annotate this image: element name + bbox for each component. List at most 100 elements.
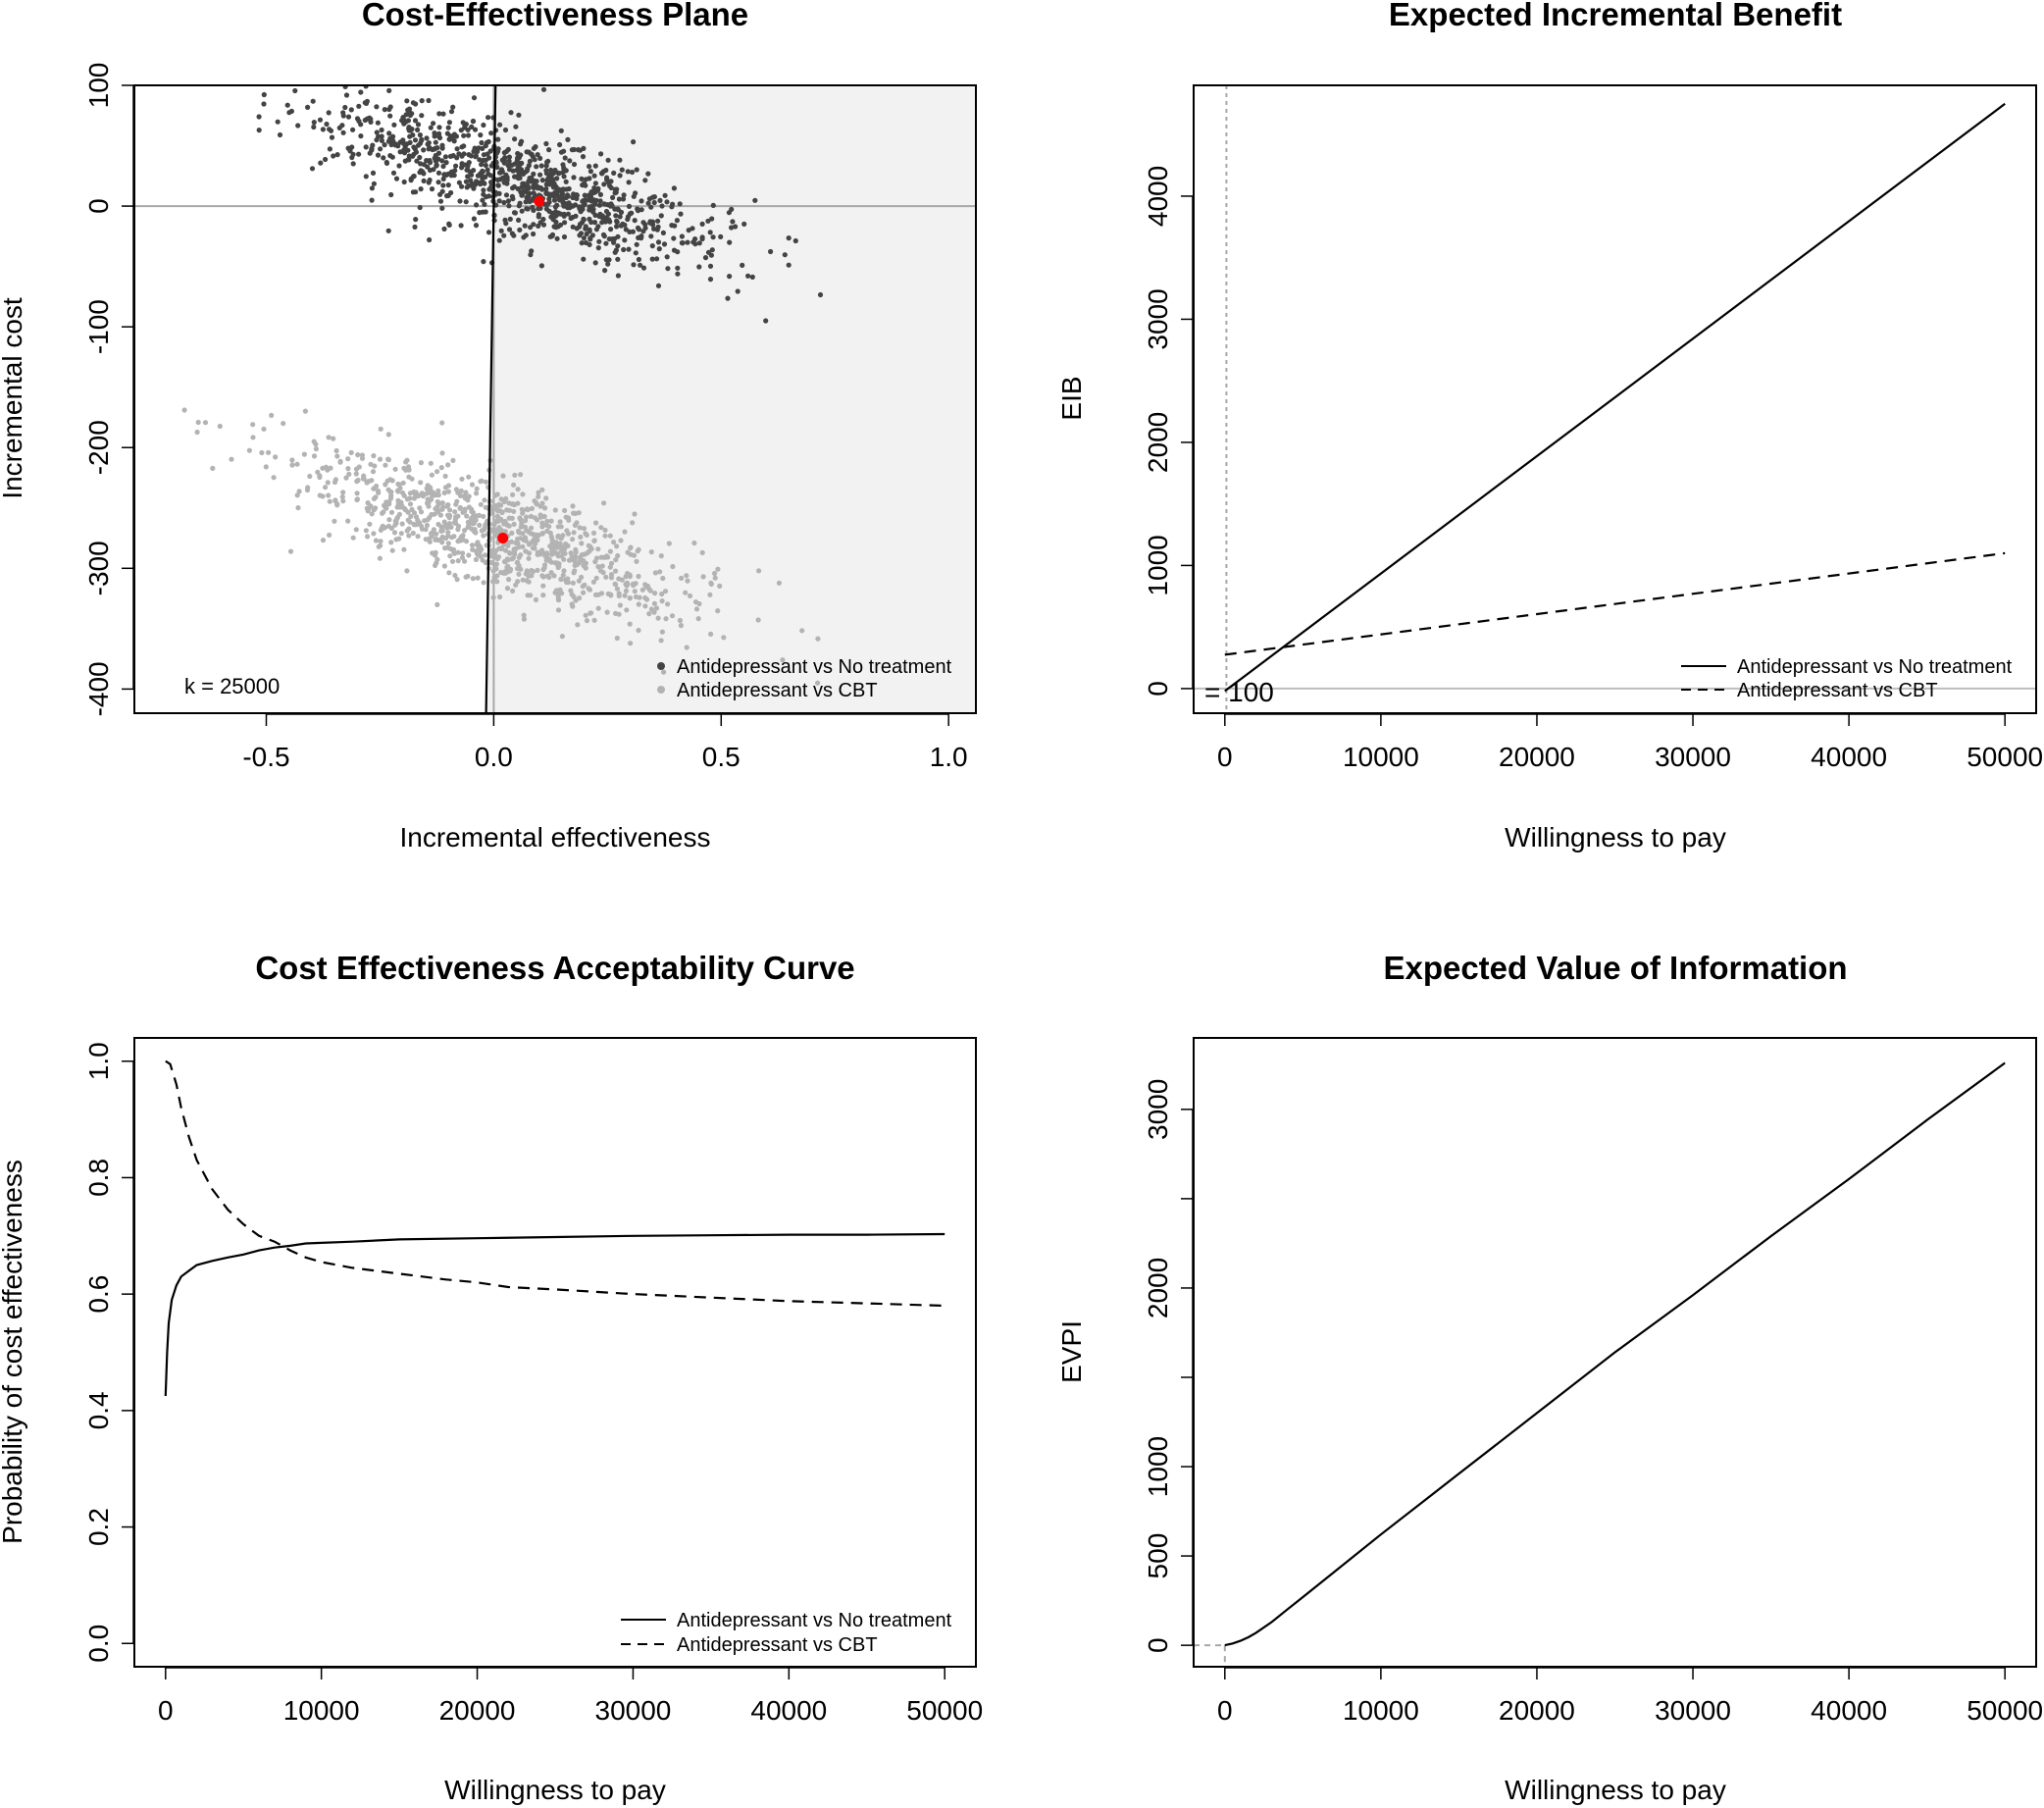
scatter-point-no-treatment bbox=[675, 271, 681, 277]
scatter-point-cbt bbox=[522, 535, 529, 541]
scatter-point-no-treatment bbox=[622, 237, 628, 243]
scatter-point-no-treatment bbox=[528, 252, 534, 258]
scatter-point-cbt bbox=[326, 435, 332, 440]
scatter-point-cbt bbox=[636, 627, 641, 634]
scatter-point-cbt bbox=[373, 538, 379, 543]
scatter-point-cbt bbox=[359, 452, 365, 458]
scatter-point-cbt bbox=[628, 544, 634, 550]
scatter-point-cbt bbox=[372, 463, 378, 469]
scatter-point-no-treatment bbox=[727, 274, 733, 280]
scatter-point-no-treatment bbox=[631, 262, 637, 268]
scatter-point-cbt bbox=[573, 597, 579, 603]
scatter-point-cbt bbox=[447, 507, 453, 513]
scatter-point-cbt bbox=[506, 577, 512, 583]
scatter-point-cbt bbox=[202, 420, 209, 426]
scatter-point-cbt bbox=[391, 530, 398, 536]
scatter-point-no-treatment bbox=[374, 129, 380, 135]
scatter-point-cbt bbox=[494, 573, 500, 579]
scatter-point-no-treatment bbox=[426, 97, 432, 104]
scatter-point-no-treatment bbox=[440, 111, 446, 117]
x-tick-label: 40000 bbox=[750, 1695, 827, 1726]
scatter-point-no-treatment bbox=[336, 125, 342, 130]
scatter-point-no-treatment bbox=[696, 264, 702, 270]
scatter-point-cbt bbox=[401, 465, 407, 471]
scatter-point-no-treatment bbox=[506, 203, 512, 209]
scatter-point-cbt bbox=[500, 473, 506, 479]
scatter-point-no-treatment bbox=[616, 196, 623, 202]
scatter-point-cbt bbox=[406, 467, 412, 473]
scatter-point-no-treatment bbox=[485, 151, 490, 157]
scatter-point-cbt bbox=[345, 456, 351, 462]
scatter-point-cbt bbox=[670, 563, 676, 570]
scatter-point-no-treatment bbox=[483, 143, 488, 149]
scatter-point-no-treatment bbox=[524, 184, 530, 190]
scatter-point-no-treatment bbox=[581, 199, 587, 205]
scatter-point-no-treatment bbox=[626, 246, 632, 252]
scatter-point-no-treatment bbox=[622, 222, 628, 228]
scatter-point-cbt bbox=[529, 567, 535, 574]
scatter-point-cbt bbox=[271, 475, 277, 481]
scatter-point-no-treatment bbox=[405, 118, 411, 124]
scatter-point-no-treatment bbox=[593, 227, 600, 232]
scatter-point-no-treatment bbox=[525, 206, 531, 212]
scatter-point-no-treatment bbox=[310, 98, 316, 104]
scatter-point-cbt bbox=[407, 491, 413, 496]
scatter-point-no-treatment bbox=[358, 89, 364, 95]
scatter-point-no-treatment bbox=[329, 134, 335, 140]
scatter-point-cbt bbox=[658, 553, 664, 559]
scatter-point-cbt bbox=[639, 587, 645, 593]
scatter-point-no-treatment bbox=[509, 162, 515, 168]
scatter-point-no-treatment bbox=[591, 173, 597, 179]
y-tick-label: 100 bbox=[83, 63, 114, 109]
scatter-point-no-treatment bbox=[635, 225, 641, 231]
scatter-point-cbt bbox=[520, 491, 526, 497]
scatter-point-cbt bbox=[526, 550, 533, 556]
scatter-point-cbt bbox=[539, 524, 545, 530]
scatter-point-no-treatment bbox=[621, 246, 627, 253]
scatter-point-cbt bbox=[441, 490, 447, 495]
scatter-point-no-treatment bbox=[526, 179, 532, 184]
scatter-point-cbt bbox=[246, 447, 252, 453]
scatter-point-cbt bbox=[684, 573, 690, 579]
scatter-point-cbt bbox=[541, 562, 548, 568]
scatter-point-no-treatment bbox=[465, 167, 471, 173]
scatter-point-no-treatment bbox=[480, 145, 485, 151]
scatter-point-cbt bbox=[504, 556, 510, 562]
scatter-point-no-treatment bbox=[579, 220, 586, 226]
scatter-point-cbt bbox=[371, 453, 377, 459]
scatter-point-no-treatment bbox=[640, 265, 647, 271]
scatter-point-cbt bbox=[409, 476, 415, 482]
legend-marker-light bbox=[657, 686, 665, 694]
scatter-point-cbt bbox=[613, 610, 619, 617]
scatter-point-no-treatment bbox=[669, 204, 675, 210]
scatter-point-cbt bbox=[376, 543, 382, 549]
scatter-point-cbt bbox=[658, 638, 664, 644]
scatter-point-cbt bbox=[520, 510, 526, 516]
scatter-point-no-treatment bbox=[288, 108, 294, 114]
scatter-point-no-treatment bbox=[543, 168, 549, 174]
scatter-point-no-treatment bbox=[654, 227, 660, 232]
scatter-point-no-treatment bbox=[507, 216, 513, 222]
scatter-point-cbt bbox=[515, 487, 521, 492]
scatter-point-no-treatment bbox=[444, 193, 450, 199]
scatter-point-cbt bbox=[398, 531, 404, 537]
scatter-point-no-treatment bbox=[768, 248, 774, 255]
scatter-point-cbt bbox=[470, 576, 476, 582]
scatter-point-cbt bbox=[566, 557, 573, 563]
scatter-point-cbt bbox=[481, 513, 486, 520]
scatter-point-cbt bbox=[560, 572, 566, 579]
scatter-point-no-treatment bbox=[512, 210, 519, 216]
scatter-point-cbt bbox=[493, 561, 499, 567]
scatter-point-no-treatment bbox=[570, 214, 576, 221]
scatter-point-no-treatment bbox=[381, 155, 386, 161]
scatter-point-no-treatment bbox=[431, 167, 436, 173]
y-tick-label: 0 bbox=[1143, 681, 1173, 697]
scatter-point-cbt bbox=[515, 579, 521, 585]
scatter-point-no-treatment bbox=[699, 234, 705, 240]
scatter-point-no-treatment bbox=[418, 186, 424, 192]
ceac-ylabel: Probability of cost effectiveness bbox=[0, 1160, 27, 1544]
y-tick-label: 1.0 bbox=[83, 1042, 114, 1080]
scatter-point-cbt bbox=[413, 490, 419, 495]
scatter-point-cbt bbox=[439, 528, 445, 534]
scatter-point-cbt bbox=[526, 542, 533, 547]
